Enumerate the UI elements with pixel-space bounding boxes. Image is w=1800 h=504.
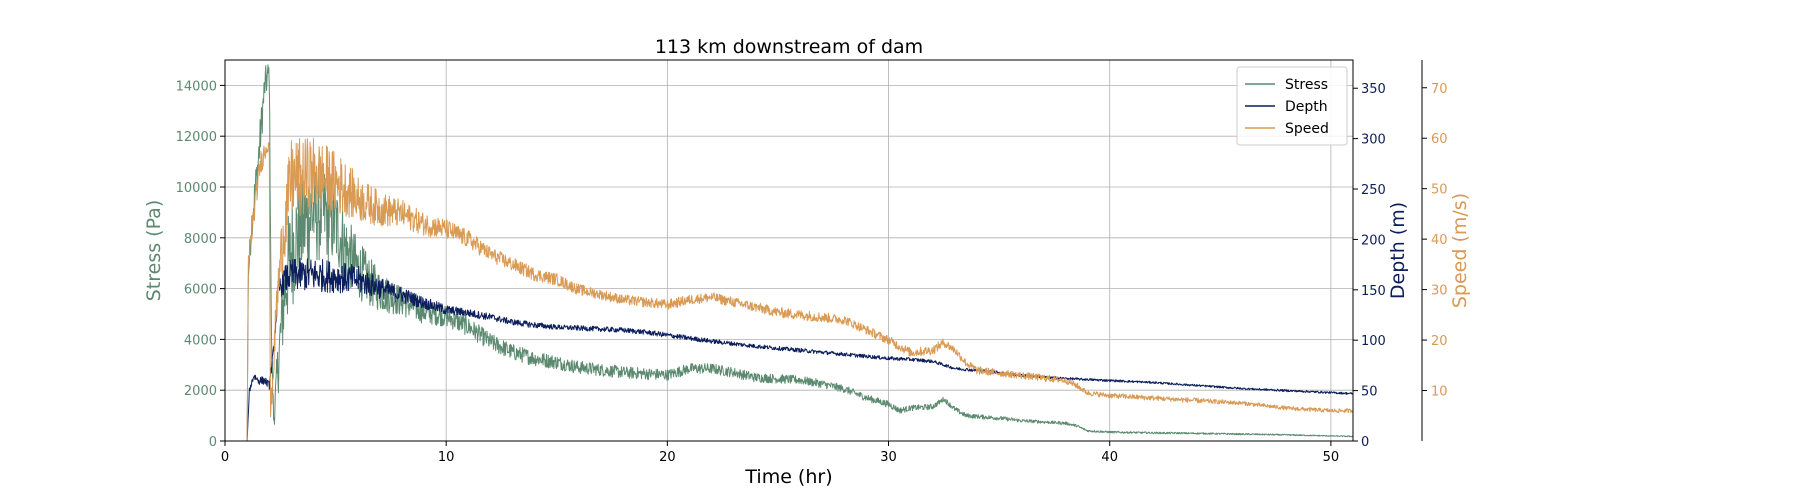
depth-tick-label: 150 [1361, 284, 1386, 299]
stress-tick-label: 14000 [176, 79, 217, 94]
speed-tick-label: 40 [1431, 233, 1448, 248]
chart-title: 113 km downstream of dam [655, 36, 923, 58]
x-tick-label: 30 [880, 450, 897, 465]
series-line-depth [224, 257, 1354, 442]
x-tick-label: 10 [438, 450, 455, 465]
x-tick-label: 50 [1323, 450, 1340, 465]
x-tick-label: 0 [221, 450, 229, 465]
stress-tick-label: 4000 [184, 333, 217, 348]
series-line-stress [224, 64, 1354, 442]
speed-tick-label: 10 [1431, 385, 1448, 400]
stress-tick-label: 12000 [176, 130, 217, 145]
speed-axis-title: Speed (m/s) [1449, 193, 1471, 308]
x-tick-label: 40 [1101, 450, 1118, 465]
series-line-speed [224, 138, 1354, 442]
depth-axis-title: Depth (m) [1387, 202, 1409, 299]
depth-tick-label: 200 [1361, 233, 1386, 248]
legend-label-stress: Stress [1285, 77, 1328, 93]
stress-tick-label: 6000 [184, 283, 217, 298]
speed-tick-label: 50 [1431, 183, 1448, 198]
depth-tick-label: 50 [1361, 385, 1378, 400]
plot-frame [224, 59, 1354, 442]
depth-tick-label: 0 [1361, 435, 1369, 450]
speed-tick-label: 70 [1431, 82, 1448, 97]
x-tick-label: 20 [659, 450, 676, 465]
legend: Stress Depth Speed [1236, 66, 1348, 146]
legend-box [1236, 66, 1348, 146]
depth-tick-label: 250 [1361, 183, 1386, 198]
legend-label-speed: Speed [1285, 121, 1329, 137]
speed-tick-label: 20 [1431, 334, 1448, 349]
series-layer [224, 64, 1354, 442]
x-axis-title: Time (hr) [744, 466, 832, 488]
depth-tick-label: 350 [1361, 82, 1386, 97]
depth-tick-label: 300 [1361, 133, 1386, 148]
axes: 0 10 20 30 40 5002000400060008000100001200014… [176, 60, 1448, 465]
stress-tick-label: 8000 [184, 232, 217, 247]
speed-tick-label: 60 [1431, 132, 1448, 147]
stress-tick-label: 0 [209, 435, 217, 450]
stress-axis-title: Stress (Pa) [143, 200, 165, 302]
stress-tick-label: 2000 [184, 384, 217, 399]
stress-tick-label: 10000 [176, 181, 217, 196]
speed-tick-label: 30 [1431, 284, 1448, 299]
depth-tick-label: 100 [1361, 334, 1386, 349]
legend-label-depth: Depth [1285, 99, 1328, 115]
